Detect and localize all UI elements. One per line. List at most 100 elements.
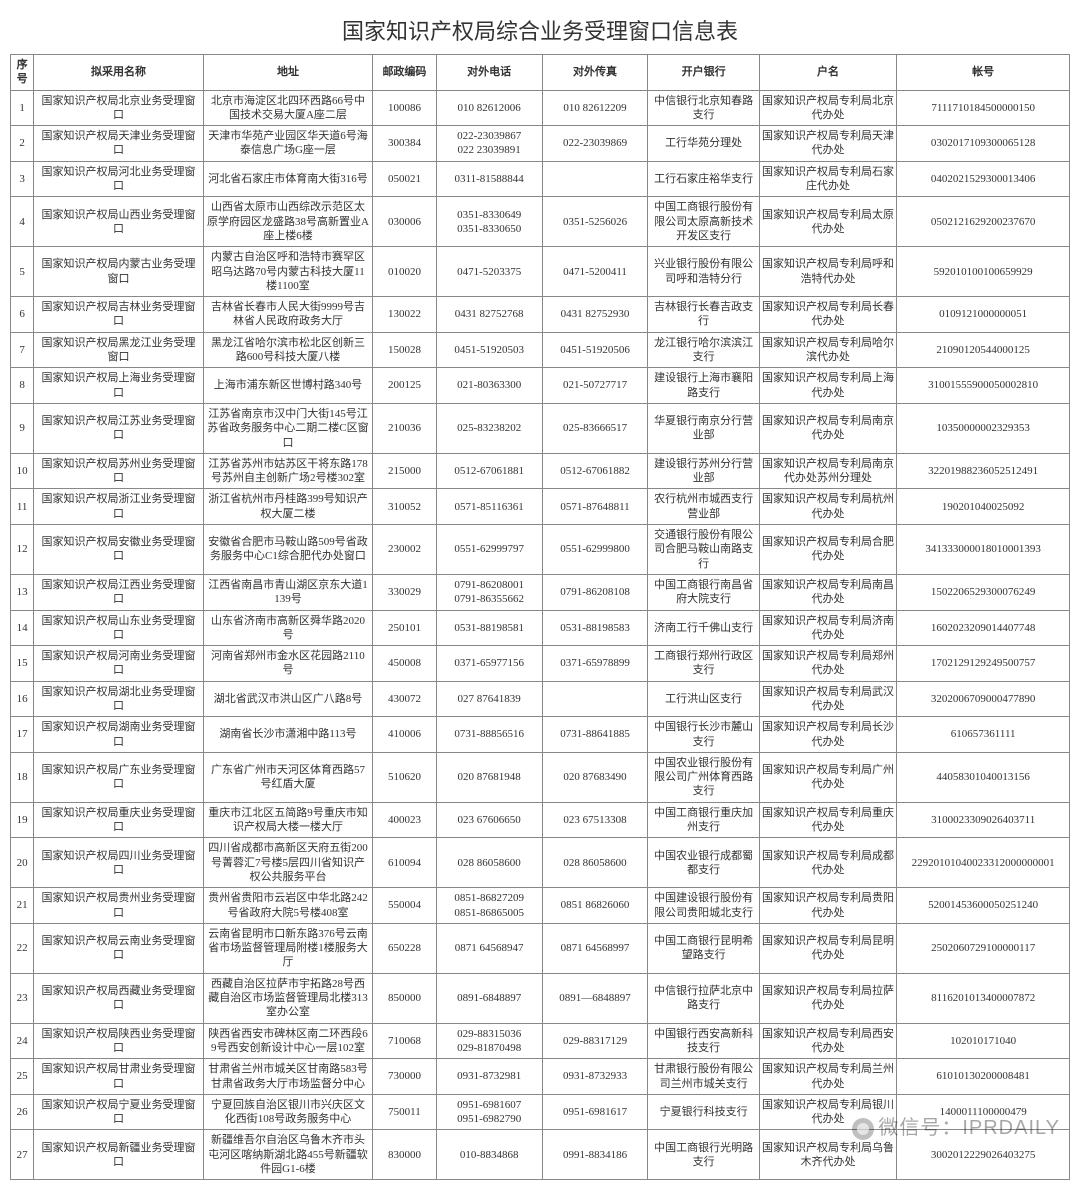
- cell-tel: 027 87641839: [436, 681, 542, 717]
- cell-acct: 3100023309026403711: [897, 802, 1070, 838]
- cell-addr: 黑龙江省哈尔滨市松北区创新三路600号科技大厦八楼: [203, 332, 372, 368]
- cell-bank: 建设银行上海市襄阳路支行: [648, 368, 759, 404]
- table-row: 21国家知识产权局贵州业务受理窗口贵州省贵阳市云岩区中华北路242号省政府大院5…: [11, 888, 1070, 924]
- cell-name: 国家知识产权局西藏业务受理窗口: [34, 973, 203, 1023]
- cell-seq: 8: [11, 368, 34, 404]
- cell-acctname: 国家知识产权局专利局天津代办处: [759, 126, 897, 162]
- cell-tel: 0451-51920503: [436, 332, 542, 368]
- cell-seq: 15: [11, 646, 34, 682]
- cell-acct: 1702129129249500757: [897, 646, 1070, 682]
- cell-fax: 025-83666517: [542, 403, 648, 453]
- table-row: 7国家知识产权局黑龙江业务受理窗口黑龙江省哈尔滨市松北区创新三路600号科技大厦…: [11, 332, 1070, 368]
- cell-seq: 16: [11, 681, 34, 717]
- cell-acct: 8116201013400007872: [897, 973, 1070, 1023]
- cell-name: 国家知识产权局天津业务受理窗口: [34, 126, 203, 162]
- cell-name: 国家知识产权局安徽业务受理窗口: [34, 525, 203, 575]
- cell-fax: 020 87683490: [542, 752, 648, 802]
- cell-addr: 湖南省长沙市潇湘中路113号: [203, 717, 372, 753]
- table-row: 4国家知识产权局山西业务受理窗口山西省太原市山西综改示范区太原学府园区龙盛路38…: [11, 197, 1070, 247]
- cell-acct: 7111710184500000150: [897, 90, 1070, 126]
- cell-tel: 010-8834868: [436, 1130, 542, 1180]
- cell-addr: 江西省南昌市青山湖区京东大道1139号: [203, 574, 372, 610]
- cell-fax: 0471-5200411: [542, 247, 648, 297]
- cell-bank: 宁夏银行科技支行: [648, 1094, 759, 1130]
- cell-seq: 6: [11, 297, 34, 333]
- cell-acctname: 国家知识产权局专利局乌鲁木齐代办处: [759, 1130, 897, 1180]
- cell-acct: 31001555900050002810: [897, 368, 1070, 404]
- cell-addr: 安徽省合肥市马鞍山路509号省政务服务中心C1综合肥代办处窗口: [203, 525, 372, 575]
- cell-name: 国家知识产权局苏州业务受理窗口: [34, 453, 203, 489]
- cell-fax: 0851 86826060: [542, 888, 648, 924]
- cell-bank: 中国工商银行南昌省府大院支行: [648, 574, 759, 610]
- cell-seq: 11: [11, 489, 34, 525]
- cell-fax: 021-50727717: [542, 368, 648, 404]
- table-row: 24国家知识产权局陕西业务受理窗口陕西省西安市碑林区南二环西段69号西安创新设计…: [11, 1023, 1070, 1059]
- cell-post: 150028: [373, 332, 437, 368]
- cell-acct: 32201988236052512491: [897, 453, 1070, 489]
- table-row: 5国家知识产权局内蒙古业务受理窗口内蒙古自治区呼和浩特市赛罕区昭乌达路70号内蒙…: [11, 247, 1070, 297]
- cell-acct: 10350000002329353: [897, 403, 1070, 453]
- cell-seq: 22: [11, 923, 34, 973]
- cell-fax: 0371-65978899: [542, 646, 648, 682]
- table-row: 26国家知识产权局宁夏业务受理窗口宁夏回族自治区银川市兴庆区文化西街108号政务…: [11, 1094, 1070, 1130]
- col-acct: 帐号: [897, 55, 1070, 91]
- table-row: 19国家知识产权局重庆业务受理窗口重庆市江北区五简路9号重庆市知识产权局大楼一楼…: [11, 802, 1070, 838]
- cell-acct: 592010100100659929: [897, 247, 1070, 297]
- cell-acctname: 国家知识产权局专利局长春代办处: [759, 297, 897, 333]
- cell-tel: 0471-5203375: [436, 247, 542, 297]
- cell-seq: 25: [11, 1059, 34, 1095]
- cell-fax: 0351-5256026: [542, 197, 648, 247]
- page-title: 国家知识产权局综合业务受理窗口信息表: [10, 14, 1070, 46]
- cell-fax: 0431 82752930: [542, 297, 648, 333]
- cell-acct: 341333000018010001393: [897, 525, 1070, 575]
- cell-seq: 23: [11, 973, 34, 1023]
- cell-bank: 中国农业银行成都蜀都支行: [648, 838, 759, 888]
- cell-seq: 7: [11, 332, 34, 368]
- cell-acctname: 国家知识产权局专利局兰州代办处: [759, 1059, 897, 1095]
- cell-post: 550004: [373, 888, 437, 924]
- table-row: 6国家知识产权局吉林业务受理窗口吉林省长春市人民大街9999号吉林省人民政府政务…: [11, 297, 1070, 333]
- cell-seq: 18: [11, 752, 34, 802]
- cell-acct: 1602023209014407748: [897, 610, 1070, 646]
- table-body: 1国家知识产权局北京业务受理窗口北京市海淀区北四环西路66号中国技术交易大厦A座…: [11, 90, 1070, 1180]
- cell-name: 国家知识产权局浙江业务受理窗口: [34, 489, 203, 525]
- cell-bank: 济南工行千佛山支行: [648, 610, 759, 646]
- cell-acct: 22920101040023312000000001: [897, 838, 1070, 888]
- cell-post: 215000: [373, 453, 437, 489]
- cell-addr: 内蒙古自治区呼和浩特市赛罕区昭乌达路70号内蒙古科技大厦11楼1100室: [203, 247, 372, 297]
- cell-fax: 0551-62999800: [542, 525, 648, 575]
- cell-post: 650228: [373, 923, 437, 973]
- cell-tel: 0311-81588844: [436, 161, 542, 197]
- cell-seq: 9: [11, 403, 34, 453]
- cell-tel: 022-23039867022 23039891: [436, 126, 542, 162]
- cell-name: 国家知识产权局山东业务受理窗口: [34, 610, 203, 646]
- cell-acct: 0402021529300013406: [897, 161, 1070, 197]
- cell-addr: 吉林省长春市人民大街9999号吉林省人民政府政务大厅: [203, 297, 372, 333]
- cell-acctname: 国家知识产权局专利局南京代办处: [759, 403, 897, 453]
- cell-name: 国家知识产权局云南业务受理窗口: [34, 923, 203, 973]
- cell-acctname: 国家知识产权局专利局成都代办处: [759, 838, 897, 888]
- cell-acctname: 国家知识产权局专利局济南代办处: [759, 610, 897, 646]
- table-row: 12国家知识产权局安徽业务受理窗口安徽省合肥市马鞍山路509号省政务服务中心C1…: [11, 525, 1070, 575]
- cell-tel: 0891-6848897: [436, 973, 542, 1023]
- cell-name: 国家知识产权局河南业务受理窗口: [34, 646, 203, 682]
- cell-seq: 20: [11, 838, 34, 888]
- cell-tel: 0731-88856516: [436, 717, 542, 753]
- cell-post: 030006: [373, 197, 437, 247]
- cell-seq: 26: [11, 1094, 34, 1130]
- cell-name: 国家知识产权局甘肃业务受理窗口: [34, 1059, 203, 1095]
- cell-name: 国家知识产权局陕西业务受理窗口: [34, 1023, 203, 1059]
- cell-bank: 中国工商银行股份有限公司太原高新技术开发区支行: [648, 197, 759, 247]
- cell-post: 050021: [373, 161, 437, 197]
- cell-name: 国家知识产权局北京业务受理窗口: [34, 90, 203, 126]
- cell-acct: 610657361111: [897, 717, 1070, 753]
- cell-acct: 21090120544000125: [897, 332, 1070, 368]
- cell-name: 国家知识产权局湖北业务受理窗口: [34, 681, 203, 717]
- cell-post: 710068: [373, 1023, 437, 1059]
- cell-post: 450008: [373, 646, 437, 682]
- cell-post: 250101: [373, 610, 437, 646]
- cell-bank: 农行杭州市城西支行营业部: [648, 489, 759, 525]
- cell-fax: [542, 161, 648, 197]
- cell-tel: 020 87681948: [436, 752, 542, 802]
- cell-name: 国家知识产权局四川业务受理窗口: [34, 838, 203, 888]
